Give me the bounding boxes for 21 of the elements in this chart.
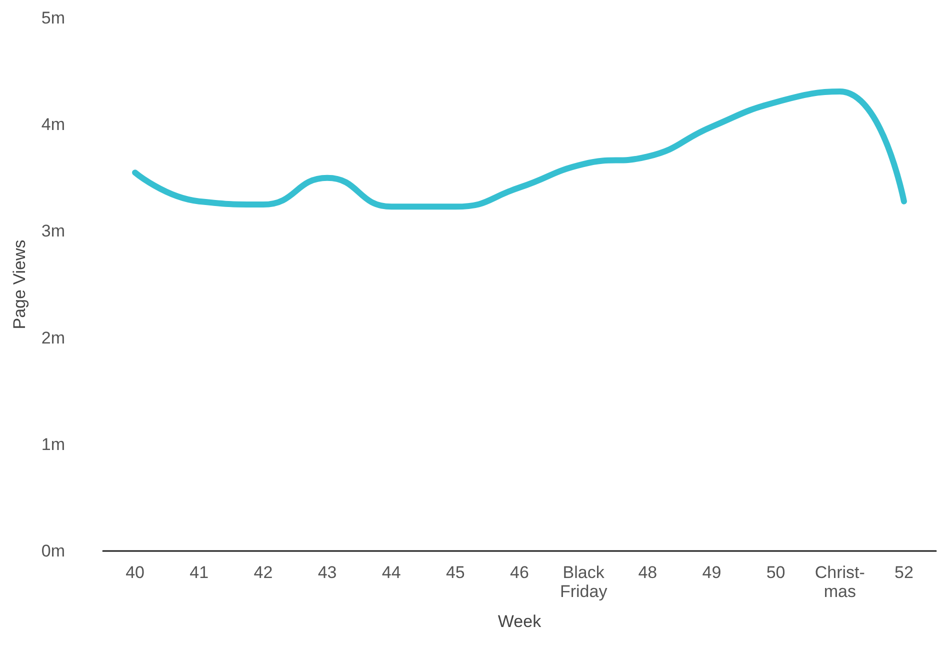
y-tick-label: 0m xyxy=(41,542,65,560)
x-tick-label: 49 xyxy=(702,563,722,582)
y-tick-label: 2m xyxy=(41,328,65,348)
y-axis-title: Page Views xyxy=(10,240,29,330)
x-tick-label: 44 xyxy=(382,563,401,582)
y-tick-label: 5m xyxy=(41,8,65,28)
x-axis-title: Week xyxy=(498,612,542,631)
x-tick-label: 40 xyxy=(126,563,144,582)
x-tick-label: Christ- mas xyxy=(814,563,865,601)
x-tick-label: 42 xyxy=(254,563,273,582)
x-tick-label: 46 xyxy=(510,563,529,582)
x-tick-label: 48 xyxy=(638,563,658,582)
x-tick-label: 41 xyxy=(190,563,209,582)
x-tick-label: 45 xyxy=(446,563,465,582)
y-tick-label: 3m xyxy=(41,222,65,241)
y-tick-label: 4m xyxy=(41,115,65,134)
x-tick-label: Black Friday xyxy=(560,563,608,601)
y-tick-label: 1m xyxy=(41,434,65,454)
x-tick-label: 52 xyxy=(894,563,914,582)
x-tick-label: 43 xyxy=(318,563,337,582)
x-tick-label: 50 xyxy=(766,563,786,582)
